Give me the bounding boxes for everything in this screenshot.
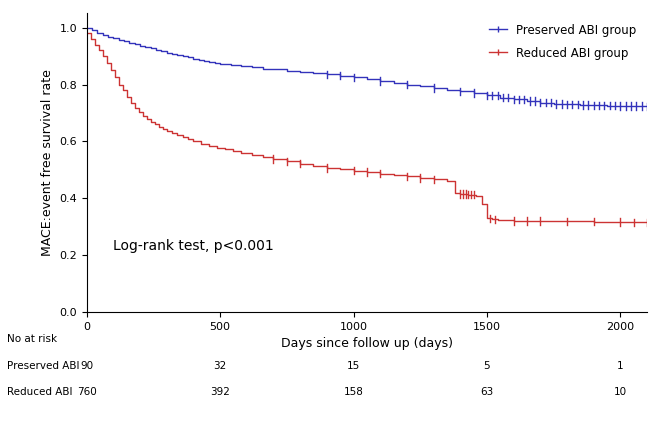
Text: 32: 32	[213, 361, 227, 371]
X-axis label: Days since follow up (days): Days since follow up (days)	[281, 338, 453, 351]
Text: 10: 10	[614, 388, 627, 397]
Text: 63: 63	[480, 388, 494, 397]
Text: 760: 760	[77, 388, 97, 397]
Legend: Preserved ABI group, Reduced ABI group: Preserved ABI group, Reduced ABI group	[484, 19, 641, 64]
Text: 392: 392	[210, 388, 230, 397]
Text: Preserved ABI: Preserved ABI	[7, 361, 79, 371]
Text: Log-rank test, p<0.001: Log-rank test, p<0.001	[113, 239, 274, 252]
Text: 1: 1	[617, 361, 624, 371]
Text: 90: 90	[80, 361, 93, 371]
Text: Reduced ABI: Reduced ABI	[7, 388, 72, 397]
Text: 15: 15	[347, 361, 360, 371]
Text: 5: 5	[484, 361, 490, 371]
Y-axis label: MACE:event free survival rate: MACE:event free survival rate	[41, 69, 53, 256]
Text: No at risk: No at risk	[7, 334, 57, 344]
Text: 158: 158	[344, 388, 364, 397]
